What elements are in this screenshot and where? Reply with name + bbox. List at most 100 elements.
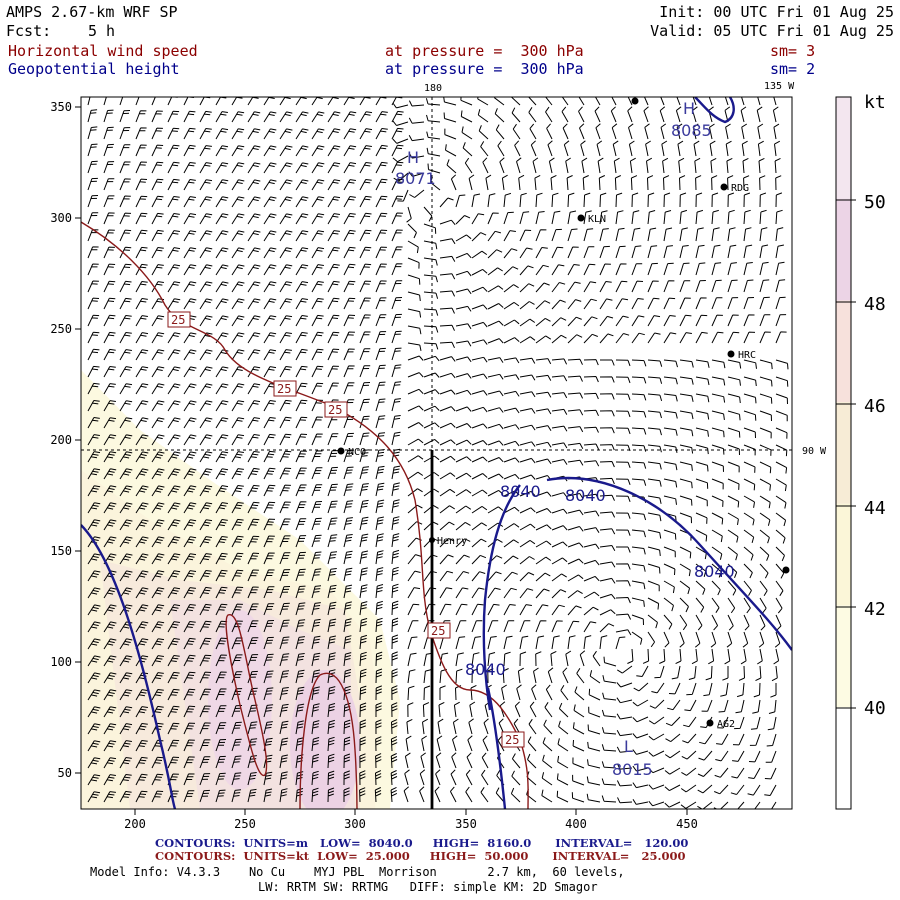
wind-barb bbox=[423, 669, 432, 684]
wind-barb bbox=[527, 753, 537, 769]
wind-barb bbox=[119, 366, 133, 378]
wind-barb bbox=[743, 495, 755, 508]
wind-barb bbox=[119, 332, 132, 344]
wind-barb bbox=[679, 631, 685, 648]
wind-barb bbox=[404, 752, 411, 769]
wind-barb bbox=[503, 457, 520, 463]
wind-barb bbox=[343, 111, 357, 123]
wind-barb bbox=[695, 314, 708, 327]
wind-barb bbox=[199, 603, 212, 616]
wind-barb bbox=[519, 265, 534, 276]
wind-barb bbox=[247, 603, 259, 616]
wind-barb bbox=[742, 157, 749, 174]
wind-barb bbox=[119, 161, 131, 174]
wind-barb bbox=[503, 192, 512, 208]
x-axis bbox=[134, 809, 688, 815]
wind-barb bbox=[663, 315, 676, 327]
wind-barb bbox=[103, 246, 115, 259]
wind-barb bbox=[199, 468, 213, 480]
wind-barb bbox=[695, 427, 709, 437]
wind-barb bbox=[199, 502, 213, 514]
wind-barb bbox=[677, 140, 684, 157]
station-marker bbox=[727, 350, 735, 358]
wind-barb bbox=[327, 753, 335, 769]
wind-barb bbox=[391, 178, 404, 191]
wind-barb bbox=[743, 314, 755, 327]
wind-barb bbox=[263, 518, 276, 531]
wind-barb bbox=[183, 366, 197, 378]
wind-barb bbox=[247, 620, 259, 633]
wind-barb bbox=[263, 636, 274, 650]
wind-barb bbox=[199, 756, 211, 769]
wind-barb bbox=[391, 297, 403, 310]
wind-barb bbox=[359, 179, 372, 191]
wind-barb bbox=[485, 174, 492, 191]
wind-barb bbox=[487, 652, 496, 667]
wind-barb bbox=[487, 285, 504, 293]
wind-barb bbox=[663, 376, 678, 385]
wind-barb bbox=[487, 303, 504, 310]
wind-barb bbox=[119, 417, 133, 429]
wind-barb bbox=[615, 478, 631, 485]
wind-barb bbox=[711, 512, 724, 525]
wind-barb bbox=[563, 140, 570, 157]
wind-barb bbox=[407, 685, 415, 701]
wind-barb bbox=[279, 416, 292, 429]
wind-barb bbox=[759, 376, 773, 387]
wind-barb bbox=[183, 281, 197, 293]
wind-barb bbox=[247, 128, 261, 140]
wind-barb bbox=[757, 123, 764, 140]
wind-barb bbox=[600, 359, 615, 366]
wind-barb bbox=[692, 106, 698, 123]
wind-barb bbox=[727, 376, 741, 386]
wind-barb bbox=[135, 332, 149, 344]
wind-barb bbox=[231, 247, 245, 259]
wind-barb bbox=[87, 757, 101, 769]
wind-barb bbox=[487, 373, 504, 380]
wind-barb bbox=[263, 501, 276, 514]
wind-barb bbox=[455, 340, 472, 347]
wind-barb bbox=[759, 279, 770, 293]
wind-barb bbox=[87, 621, 101, 633]
wind-barb bbox=[343, 213, 356, 225]
wind-barb bbox=[343, 652, 352, 667]
wind-barb bbox=[215, 755, 226, 769]
wind-barb bbox=[743, 359, 757, 369]
wind-barb bbox=[665, 716, 681, 727]
wind-barb bbox=[583, 316, 598, 327]
wind-barb bbox=[247, 349, 261, 361]
wind-barb bbox=[551, 573, 567, 582]
wind-barb bbox=[295, 619, 306, 633]
wind-barb bbox=[501, 684, 507, 701]
wind-barb bbox=[167, 281, 181, 293]
wind-barb bbox=[167, 196, 180, 208]
wind-barb bbox=[119, 229, 132, 242]
wind-barb bbox=[572, 739, 585, 752]
wind-barb bbox=[535, 391, 552, 398]
wind-barb bbox=[231, 349, 245, 361]
wind-barb bbox=[263, 704, 274, 718]
wind-barb bbox=[499, 157, 505, 174]
wind-barb bbox=[551, 541, 568, 548]
wind-barb bbox=[375, 144, 388, 157]
wind-barb bbox=[583, 527, 600, 533]
wind-barb bbox=[390, 770, 398, 786]
wind-barb bbox=[743, 461, 756, 473]
wind-barb bbox=[151, 689, 164, 701]
wind-barb bbox=[594, 97, 601, 106]
wind-barb bbox=[359, 466, 370, 480]
wind-barb bbox=[663, 359, 678, 368]
footer-model-info: Model Info: V4.3.3 No Cu MYJ PBL Morriso… bbox=[90, 865, 625, 879]
wind-barb bbox=[247, 111, 261, 123]
wind-barb bbox=[519, 651, 527, 667]
wind-barb bbox=[247, 704, 258, 718]
wind-barb bbox=[311, 213, 325, 225]
wind-barb bbox=[375, 499, 385, 514]
wind-barb bbox=[103, 553, 117, 565]
wind-barb bbox=[199, 773, 211, 786]
wind-barb bbox=[183, 773, 195, 786]
wind-barb bbox=[247, 179, 261, 191]
wind-barb bbox=[631, 461, 647, 469]
colorbar-band bbox=[836, 97, 851, 199]
wind-barb bbox=[487, 230, 502, 242]
